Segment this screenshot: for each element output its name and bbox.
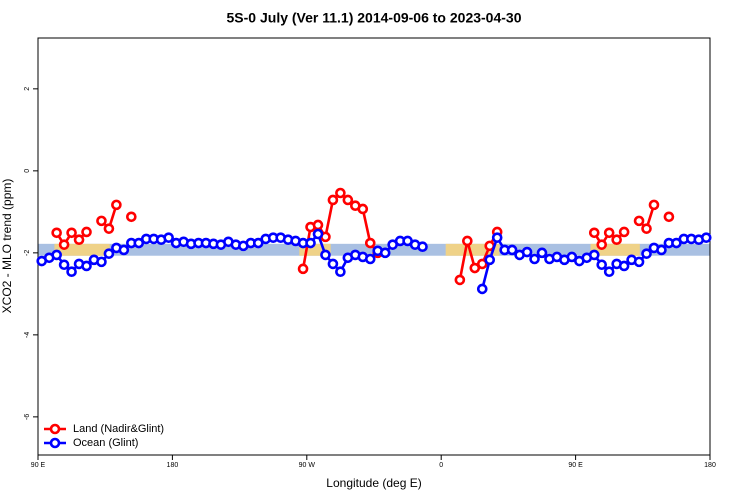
- legend-label: Land (Nadir&Glint): [73, 423, 164, 435]
- legend-marker: [49, 423, 61, 435]
- data-point: [364, 237, 376, 249]
- data-point: [51, 227, 62, 239]
- data-point: [118, 244, 130, 256]
- chart-title: 5S-0 July (Ver 11.1) 2014-09-06 to 2023-…: [227, 10, 522, 26]
- data-point: [700, 232, 712, 243]
- data-point: [671, 237, 682, 249]
- data-point: [469, 262, 481, 274]
- x-tick-label: 0: [439, 462, 443, 469]
- data-point: [588, 249, 600, 261]
- data-point: [641, 223, 652, 234]
- data-point: [252, 237, 264, 249]
- data-point: [133, 237, 145, 249]
- data-point: [66, 227, 77, 239]
- data-point: [596, 239, 608, 250]
- data-point: [462, 235, 473, 247]
- data-point: [484, 254, 496, 266]
- x-tick-label: 180: [167, 462, 179, 469]
- data-point: [454, 274, 466, 286]
- data-point: [335, 187, 346, 199]
- data-point: [618, 226, 630, 238]
- data-point: [335, 266, 346, 278]
- x-axis-label: Longitude (deg E): [326, 476, 421, 490]
- data-point: [648, 199, 660, 211]
- data-point: [312, 228, 324, 240]
- y-tick-label: 0: [24, 169, 31, 173]
- data-point: [320, 249, 331, 261]
- data-point: [633, 256, 645, 268]
- x-tick-label: 90 E: [568, 462, 583, 469]
- data-point: [305, 237, 316, 249]
- data-point: [357, 203, 369, 215]
- data-point: [111, 199, 122, 211]
- data-point: [342, 194, 354, 206]
- data-point: [417, 241, 428, 253]
- y-tick-label: -2: [24, 250, 31, 256]
- data-point: [506, 244, 518, 256]
- data-point: [633, 215, 645, 227]
- data-point: [521, 246, 533, 258]
- band-highlight: [590, 243, 640, 256]
- y-tick-label: 2: [24, 87, 31, 91]
- data-point: [126, 211, 137, 223]
- data-point: [611, 234, 622, 246]
- data-point: [81, 226, 92, 238]
- data-point: [566, 251, 578, 263]
- data-point: [81, 260, 92, 272]
- data-point: [96, 256, 107, 268]
- legend-label: Ocean (Glint): [73, 437, 138, 449]
- band-highlight: [299, 243, 331, 256]
- data-point: [163, 232, 174, 243]
- data-point: [603, 227, 615, 239]
- x-tick-label: 90 W: [299, 462, 316, 469]
- data-point: [603, 266, 615, 278]
- plot-frame: [37, 37, 711, 456]
- data-point: [73, 234, 85, 246]
- y-axis-label: XCO2 - MLO trend (ppm): [0, 179, 14, 314]
- band-highlight: [54, 243, 110, 256]
- data-point: [66, 266, 77, 278]
- data-point: [618, 260, 630, 272]
- data-point: [663, 211, 675, 223]
- data-point: [588, 227, 600, 239]
- band-highlight: [445, 243, 500, 256]
- data-point: [476, 258, 488, 270]
- data-point: [536, 247, 548, 259]
- legend-marker: [49, 437, 61, 449]
- legend: Land (Nadir&Glint) Ocean (Glint): [44, 423, 164, 449]
- data-point: [327, 258, 339, 270]
- y-tick-label: -6: [24, 414, 31, 420]
- data-point: [491, 232, 503, 243]
- data-point: [51, 249, 62, 261]
- data-point: [529, 253, 540, 265]
- data-point: [327, 194, 339, 206]
- data-point: [476, 283, 488, 295]
- data-point: [103, 248, 115, 259]
- data-point: [58, 259, 70, 271]
- data-point: [58, 239, 70, 250]
- data-point: [312, 219, 324, 231]
- data-point: [364, 253, 376, 265]
- x-tick-label: 90 E: [31, 462, 46, 469]
- x-tick-label: 180: [704, 462, 716, 469]
- data-point: [379, 247, 391, 259]
- data-point: [596, 259, 608, 271]
- data-point: [641, 248, 652, 259]
- data-point: [297, 263, 309, 275]
- data-point: [96, 215, 107, 227]
- y-tick-label: -4: [24, 332, 31, 338]
- data-point: [656, 244, 667, 256]
- data-point: [103, 223, 115, 234]
